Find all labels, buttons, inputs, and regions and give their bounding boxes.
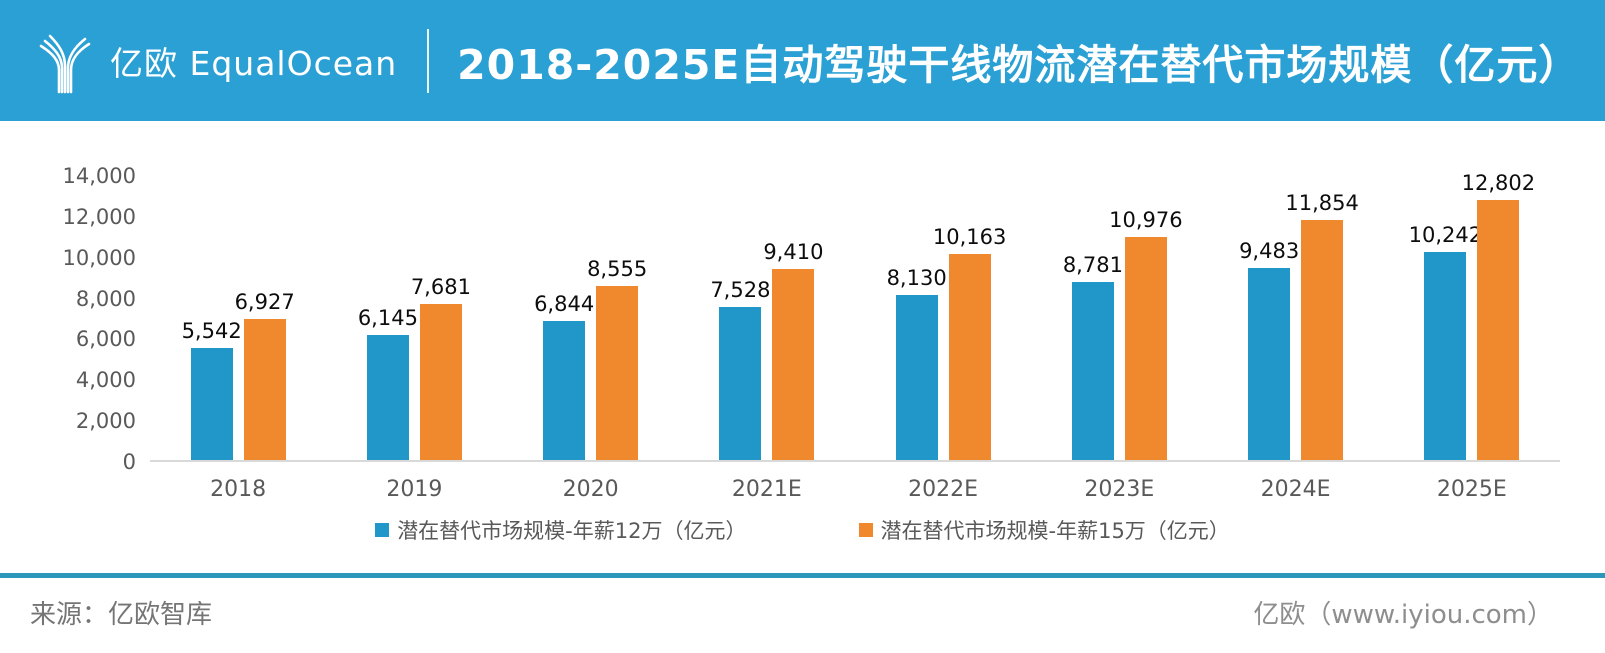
brand: 亿欧 EqualOcean <box>34 28 397 94</box>
bar-group-2025E: 10,242 12,802 2025E <box>1384 171 1560 502</box>
bar-series1-2019: 6,145 <box>358 306 418 460</box>
x-tick-label: 2022E <box>908 477 979 502</box>
bar-value-label: 6,145 <box>357 306 418 331</box>
x-tick-label: 2023E <box>1084 477 1155 502</box>
y-tick-label: 10,000 <box>62 245 136 270</box>
header-banner: 亿欧 EqualOcean 2018-2025E自动驾驶干线物流潜在替代市场规模… <box>0 0 1605 121</box>
y-tick-label: 2,000 <box>75 409 136 434</box>
site-text: 亿欧（www.iyiou.com） <box>1253 600 1553 630</box>
bar-group-2024E: 9,483 11,854 2024E <box>1208 176 1384 502</box>
bar-series2-2024E: 11,854 <box>1285 191 1359 460</box>
legend-swatch <box>375 523 390 537</box>
y-tick-label: 0 <box>122 450 136 474</box>
bar-series2-2023E: 10,976 <box>1109 208 1183 460</box>
x-tick-label: 2025E <box>1436 477 1507 502</box>
bar-series2-2020: 8,555 <box>587 257 647 460</box>
bar-value-label: 7,681 <box>410 275 471 300</box>
bar-group-2021E: 7,528 9,410 2021E <box>679 176 855 502</box>
chart-area: 0 2,000 4,000 6,000 8,000 10,000 12,000 14,000 … <box>0 164 1560 502</box>
bar-series1-2020: 6,844 <box>534 292 594 460</box>
bar-value-label: 11,854 <box>1285 190 1359 215</box>
bar-value-label: 7,528 <box>710 278 771 303</box>
bar-group-2019: 6,145 7,681 2019 <box>326 176 502 502</box>
bar-value-label: 8,555 <box>587 257 648 282</box>
bar-value-label: 9,410 <box>763 240 824 265</box>
bar-value-label: 10,976 <box>1109 208 1183 233</box>
bar-series1-2022E: 8,130 <box>887 266 947 460</box>
bar-value-label: 12,802 <box>1461 171 1536 196</box>
x-tick-label: 2020 <box>562 477 619 502</box>
bar-group-2018: 5,542 6,927 2018 <box>150 176 326 502</box>
bar-value-label: 8,130 <box>886 266 947 291</box>
bar-value-label: 10,163 <box>932 224 1007 249</box>
bar-series2-2021E: 9,410 <box>763 240 823 460</box>
bar-series2-2022E: 10,163 <box>933 225 1006 460</box>
legend: 潜在替代市场规模-年薪12万（亿元） 潜在替代市场规模-年薪15万（亿元） <box>0 515 1605 545</box>
y-tick-label: 6,000 <box>75 327 136 352</box>
y-tick-label: 12,000 <box>62 204 136 229</box>
y-tick-label: 8,000 <box>75 286 136 311</box>
bar-value-label: 9,483 <box>1239 238 1300 263</box>
footer-rule <box>0 573 1605 578</box>
brand-name: 亿欧 EqualOcean <box>110 43 398 83</box>
bar-chart: 0 2,000 4,000 6,000 8,000 10,000 12,000 14,000 … <box>0 121 1605 545</box>
bar-series1-2018: 5,542 <box>182 319 242 460</box>
x-tick-label: 2018 <box>210 477 267 502</box>
x-tick-label: 2019 <box>386 477 443 502</box>
bar-series2-2025E: 12,802 <box>1462 171 1535 460</box>
x-tick-label: 2021E <box>731 477 802 502</box>
y-axis: 0 2,000 4,000 6,000 8,000 10,000 12,000 14,000 <box>0 164 150 474</box>
bar-group-2022E: 8,130 10,163 2022E <box>855 176 1031 502</box>
header-divider <box>427 28 430 93</box>
y-tick-label: 4,000 <box>75 368 136 393</box>
bar-value-label: 5,542 <box>181 318 242 343</box>
bar-value-label: 6,927 <box>234 290 295 315</box>
bar-value-label: 6,844 <box>534 292 595 317</box>
footer: 来源：亿欧智库 亿欧（www.iyiou.com） <box>0 578 1605 631</box>
plot-area: 5,542 6,927 2018 6,145 7,681 2019 6,844 8,555 20… <box>150 171 1560 502</box>
chart-title: 2018-2025E自动驾驶干线物流潜在替代市场规模（亿元） <box>457 40 1581 89</box>
bar-series1-2021E: 7,528 <box>710 278 770 460</box>
bar-value-label: 8,781 <box>1062 252 1123 277</box>
legend-label: 潜在替代市场规模-年薪12万（亿元） <box>397 519 747 543</box>
legend-item-series2: 潜在替代市场规模-年薪15万（亿元） <box>858 515 1230 545</box>
equalocean-logo-icon <box>39 34 91 93</box>
legend-label: 潜在替代市场规模-年薪15万（亿元） <box>880 519 1230 543</box>
bar-value-label: 10,242 <box>1408 223 1483 248</box>
bar-series1-2025E: 10,242 <box>1409 223 1482 460</box>
bar-group-2023E: 8,781 10,976 2023E <box>1031 176 1207 502</box>
bar-series2-2018: 6,927 <box>235 290 295 460</box>
x-tick-label: 2024E <box>1260 477 1331 502</box>
source-text: 来源：亿欧智库 <box>30 600 213 630</box>
bar-series1-2024E: 9,483 <box>1239 239 1299 460</box>
bar-group-2020: 6,844 8,555 2020 <box>503 176 679 502</box>
legend-swatch <box>858 523 873 537</box>
y-tick-label: 14,000 <box>62 164 136 188</box>
bar-series2-2019: 7,681 <box>411 275 471 460</box>
legend-item-series1: 潜在替代市场规模-年薪12万（亿元） <box>375 515 747 545</box>
bar-series1-2023E: 8,781 <box>1063 253 1123 460</box>
